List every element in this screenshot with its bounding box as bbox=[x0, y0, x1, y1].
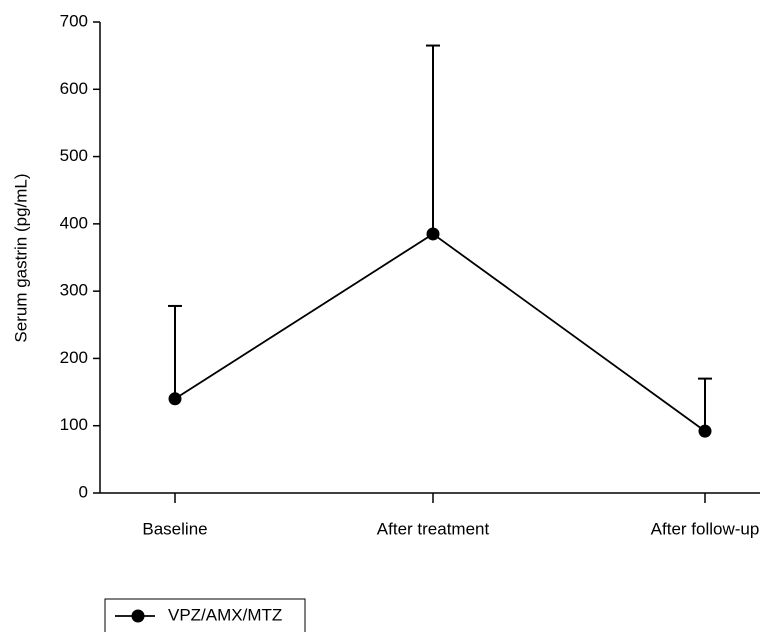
x-tick-label: Baseline bbox=[142, 519, 207, 538]
y-tick-label: 300 bbox=[60, 281, 88, 300]
y-axis-label: Serum gastrin (pg/mL) bbox=[11, 173, 30, 342]
line bbox=[174, 232, 706, 432]
y-tick-label: 200 bbox=[60, 348, 88, 367]
y-tick-label: 400 bbox=[60, 213, 88, 232]
y-tick-label: 500 bbox=[60, 146, 88, 165]
legend-marker bbox=[131, 609, 145, 623]
point bbox=[426, 227, 440, 241]
x-tick-label: After follow-up bbox=[651, 519, 760, 538]
point bbox=[698, 424, 712, 438]
x-tick-label: After treatment bbox=[377, 519, 490, 538]
y-tick-label: 600 bbox=[60, 79, 88, 98]
legend-label: VPZ/AMX/MTZ bbox=[168, 605, 282, 624]
y-tick-label: 700 bbox=[60, 11, 88, 30]
y-tick-label: 100 bbox=[60, 415, 88, 434]
y-tick-label: 0 bbox=[79, 482, 88, 501]
point bbox=[168, 392, 182, 406]
